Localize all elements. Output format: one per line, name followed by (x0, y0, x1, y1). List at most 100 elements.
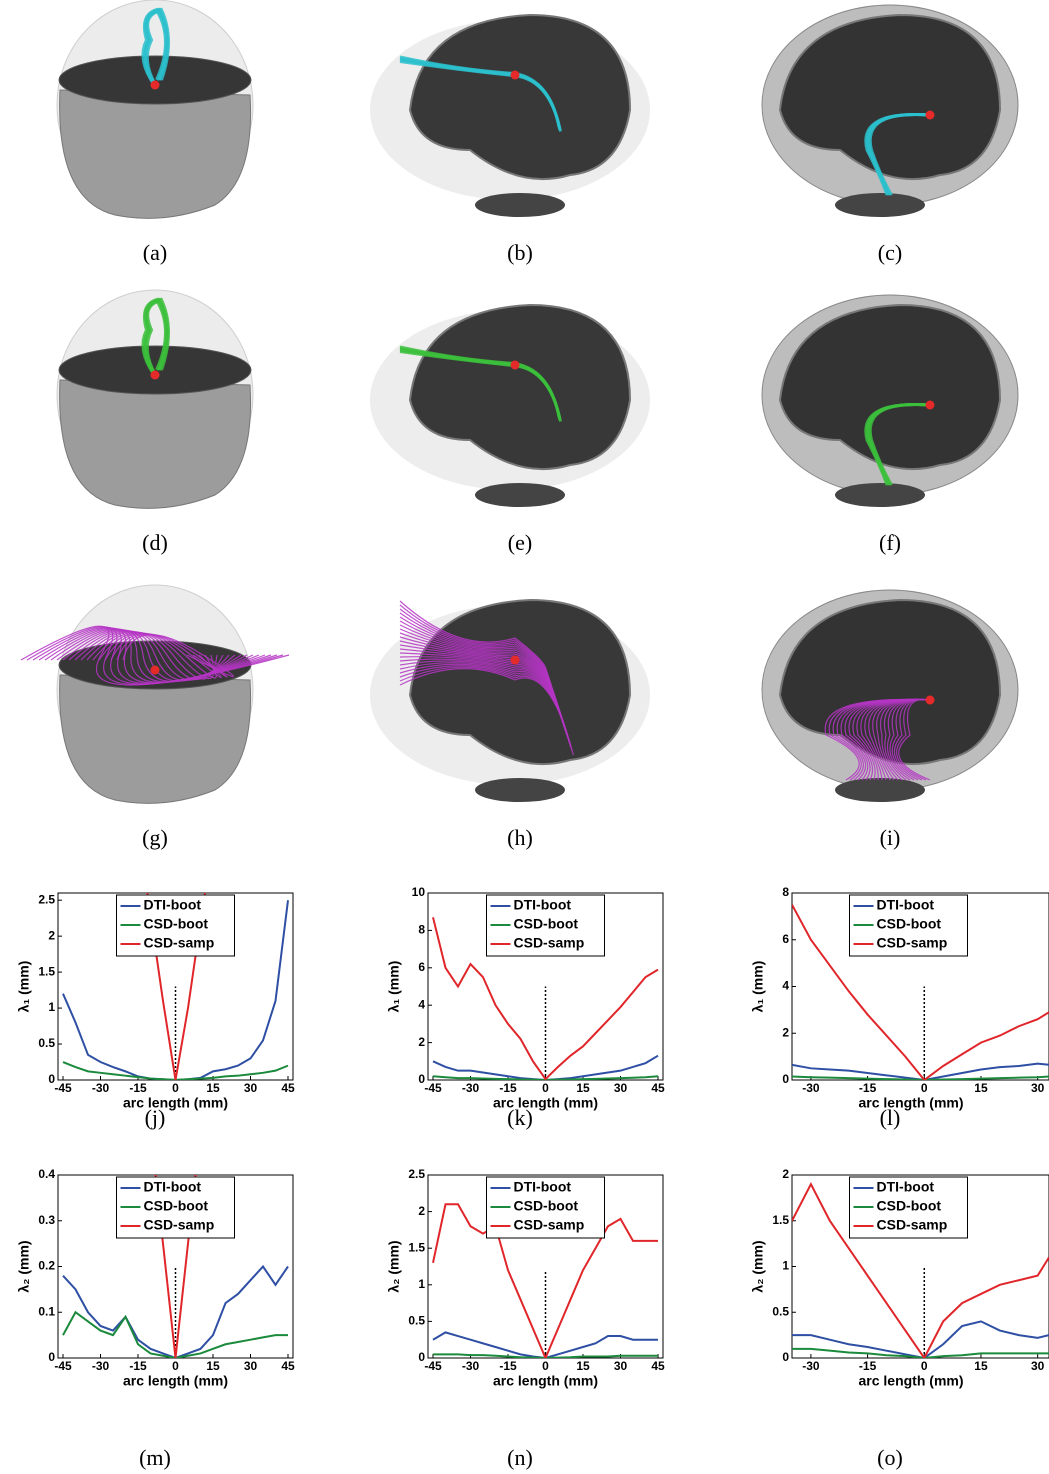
brain-rendering (370, 15, 650, 217)
brain-cerebellum (835, 483, 925, 507)
seed-point (926, 401, 935, 410)
x-tick-label: 15 (576, 1359, 590, 1373)
seed-point (926, 696, 935, 705)
x-tick-label: -30 (802, 1359, 820, 1373)
brain-slice (59, 346, 251, 394)
x-tick-label: -45 (54, 1081, 72, 1095)
y-tick-label: 0.1 (38, 1304, 55, 1318)
x-axis-label: arc length (mm) (123, 1373, 228, 1389)
panel-caption: (n) (507, 1445, 533, 1470)
brain-cerebellum (835, 778, 925, 802)
panel-caption: (c) (878, 240, 902, 265)
x-tick-label: -30 (462, 1081, 480, 1095)
y-axis-label: λ₁ (mm) (386, 961, 402, 1013)
x-tick-label: -15 (129, 1359, 147, 1373)
y-tick-label: 8 (782, 885, 789, 899)
x-tick-label: -45 (54, 1359, 72, 1373)
chart: -45-30-15015304500.511.522.5arc length (… (386, 1167, 665, 1389)
legend-label: CSD-samp (877, 1217, 948, 1233)
x-tick-label: 30 (614, 1081, 628, 1095)
x-tick-label: -15 (499, 1359, 517, 1373)
legend: DTI-bootCSD-bootCSD-samp (117, 895, 235, 956)
y-tick-label: 8 (418, 923, 425, 937)
y-tick-label: 0.3 (38, 1213, 55, 1227)
brain-rendering (762, 295, 1018, 507)
brain-rendering (57, 0, 253, 218)
x-tick-label: -15 (859, 1359, 877, 1373)
x-axis-label: arc length (mm) (858, 1095, 963, 1111)
legend-label: CSD-samp (144, 935, 215, 951)
seed-point (511, 656, 520, 665)
y-tick-label: 2.5 (38, 892, 55, 906)
x-tick-label: 0 (172, 1359, 179, 1373)
y-tick-label: 0.5 (408, 1314, 425, 1328)
x-axis-label: arc length (mm) (123, 1095, 228, 1111)
y-tick-label: 0 (782, 1350, 789, 1364)
x-tick-label: 30 (244, 1359, 258, 1373)
legend-label: DTI-boot (144, 897, 202, 913)
panel-caption: (m) (139, 1445, 171, 1470)
panel-caption: (h) (507, 825, 533, 850)
legend-label: DTI-boot (144, 1179, 202, 1195)
panel-caption: (b) (507, 240, 533, 265)
brain-lower (60, 90, 251, 218)
x-tick-label: -30 (92, 1081, 110, 1095)
x-tick-label: 45 (281, 1359, 295, 1373)
y-tick-label: 4 (782, 979, 789, 993)
legend: DTI-boot CSD-boot CSD-samp (850, 1177, 968, 1238)
brain-cerebellum (475, 483, 565, 507)
x-tick-label: 45 (651, 1081, 665, 1095)
legend-label: DTI-boot (877, 897, 935, 913)
chart: -45-30-15015304500.511.522.5arc length (… (16, 828, 295, 1110)
legend-label: CSD-boot (877, 1198, 942, 1214)
y-tick-label: 0 (48, 1072, 55, 1086)
x-tick-label: 15 (206, 1359, 220, 1373)
legend-label: DTI-boot (877, 1179, 935, 1195)
x-tick-label: 15 (206, 1081, 220, 1095)
y-tick-label: 0.2 (38, 1259, 55, 1273)
x-tick-label: 0 (542, 1359, 549, 1373)
y-tick-label: 0 (418, 1072, 425, 1086)
y-tick-label: 0.4 (38, 1167, 55, 1181)
x-tick-label: 45 (651, 1359, 665, 1373)
x-tick-label: -30 (462, 1359, 480, 1373)
legend-label: DTI-boot (514, 897, 572, 913)
y-tick-label: 1.5 (38, 964, 55, 978)
x-axis-label: arc length (mm) (493, 1373, 598, 1389)
x-tick-label: 0 (172, 1081, 179, 1095)
x-tick-label: 45 (281, 1081, 295, 1095)
x-tick-label: -15 (859, 1081, 877, 1095)
y-axis-label: λ₂ (mm) (750, 1240, 766, 1292)
seed-point (151, 666, 160, 675)
seed-point (511, 361, 520, 370)
y-axis-label: λ₂ (mm) (16, 1240, 32, 1292)
brain-cerebellum (835, 193, 925, 217)
brain-cerebellum (475, 193, 565, 217)
brain-cerebellum (475, 778, 565, 802)
x-tick-label: 30 (614, 1359, 628, 1373)
y-axis-label: λ₁ (mm) (16, 961, 32, 1013)
panel-caption: (o) (877, 1445, 903, 1470)
panel-caption: (f) (879, 530, 901, 555)
y-tick-label: 0.5 (38, 1036, 55, 1050)
y-tick-label: 1 (48, 1000, 55, 1014)
x-tick-label: -15 (499, 1081, 517, 1095)
y-tick-label: 1.5 (772, 1213, 789, 1227)
y-tick-label: 2.5 (408, 1167, 425, 1181)
y-tick-label: 0 (48, 1350, 55, 1364)
legend-label: CSD-samp (514, 1217, 585, 1233)
legend: DTI-bootCSD-bootCSD-samp (850, 895, 968, 956)
legend-label: CSD-samp (514, 935, 585, 951)
brain-rendering (370, 305, 650, 507)
chart: -45-30-1501530450246810arc length (mm)λ₁… (386, 885, 665, 1111)
x-tick-label: 15 (974, 1359, 988, 1373)
brain-rendering (370, 600, 650, 802)
chart: -30-150153002468arc length (mm)λ₁ (mm)DT… (750, 885, 1049, 1111)
y-tick-label: 0 (418, 1350, 425, 1364)
y-tick-label: 6 (782, 932, 789, 946)
brain-lower (60, 380, 251, 508)
